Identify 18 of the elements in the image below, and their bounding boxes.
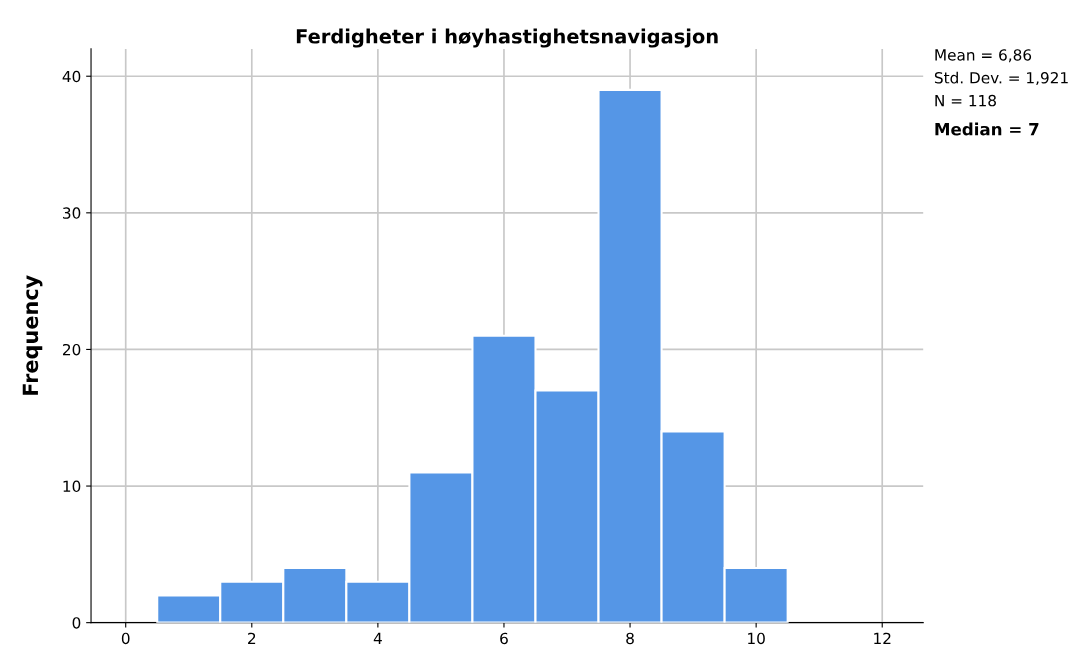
x-tick-label: 8 — [626, 632, 634, 645]
x-tick-label: 0 — [121, 632, 130, 645]
y-tick-label: 0 — [72, 617, 81, 629]
x-tick-label: 6 — [500, 632, 508, 645]
y-axis-title: Frequency — [22, 275, 43, 395]
y-tick-label: 30 — [63, 207, 81, 219]
text: Std. Dev. = 1,921 — [934, 71, 1068, 86]
text: Mean = 6,86 — [935, 49, 1032, 63]
x-tick-label: 12 — [874, 632, 891, 644]
y-tick-label: 10 — [63, 480, 81, 493]
text: Median = 7 — [935, 122, 1039, 136]
y-tick-label: 40 — [62, 70, 81, 83]
y-tick-label: 20 — [62, 343, 81, 356]
x-tick-label: 2 — [248, 632, 256, 644]
x-tick-label: 4 — [373, 632, 382, 644]
x-tick-label: 10 — [748, 632, 765, 645]
text: N = 118 — [935, 94, 996, 107]
chart-title: Ferdigheter i høyhastighetsnavigasjon — [296, 28, 718, 48]
